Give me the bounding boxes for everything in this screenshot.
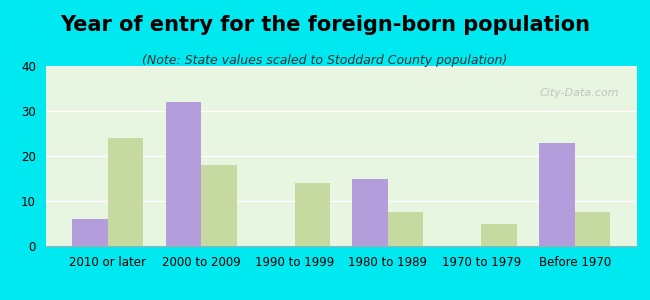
Bar <box>539 142 575 246</box>
Bar <box>294 183 330 246</box>
Text: (Note: State values scaled to Stoddard County population): (Note: State values scaled to Stoddard C… <box>142 54 508 67</box>
Bar <box>72 219 108 246</box>
Bar <box>108 138 144 246</box>
Bar <box>481 224 517 246</box>
Bar <box>388 212 423 246</box>
Bar <box>166 102 202 246</box>
Bar <box>352 178 388 246</box>
Bar <box>575 212 610 246</box>
Bar <box>202 165 237 246</box>
Text: Year of entry for the foreign-born population: Year of entry for the foreign-born popul… <box>60 15 590 35</box>
Text: City-Data.com: City-Data.com <box>540 88 619 98</box>
